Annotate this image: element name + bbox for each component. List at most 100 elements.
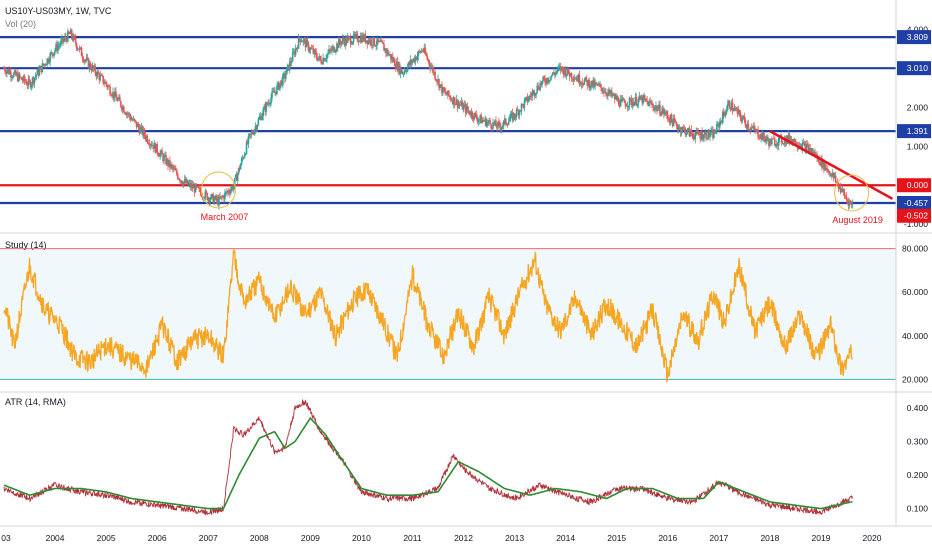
candle-body xyxy=(168,160,170,166)
study-tick-label: 60.000 xyxy=(902,287,928,297)
study-pane[interactable]: Study (14) 80.000 60.000 40.000 20.000 xyxy=(0,240,928,384)
candle-body xyxy=(624,102,627,107)
price-pane[interactable]: US10Y-US03MY, 1W, TVC Vol (20) March 200… xyxy=(0,6,931,229)
atr-line[interactable] xyxy=(3,398,853,517)
candle-body xyxy=(274,91,276,93)
time-axis[interactable]: 03 2004 2005 2006 2007 2008 2009 2010 2011 2012 20… xyxy=(1,533,881,543)
candle-body xyxy=(48,61,50,63)
candle-body xyxy=(133,118,136,121)
candle-body xyxy=(440,84,442,86)
candle-body xyxy=(321,63,323,65)
candle-body xyxy=(518,110,521,116)
candle-body xyxy=(31,77,34,85)
candle-body xyxy=(183,179,186,182)
candle-body xyxy=(70,29,73,38)
study-line[interactable] xyxy=(3,249,854,383)
candle-body xyxy=(159,153,161,157)
candle-body xyxy=(67,31,69,42)
horizontal-levels xyxy=(0,35,896,205)
candle-body xyxy=(19,77,22,78)
candle-body xyxy=(619,99,622,107)
downward-trendline[interactable] xyxy=(769,130,894,200)
atr-pane[interactable]: ATR (14, RMA) 0.400 0.300 0.200 0.100 xyxy=(3,397,928,517)
candle-body xyxy=(579,83,582,85)
atr-average-line[interactable] xyxy=(3,416,853,510)
candle-body xyxy=(652,104,654,108)
price-level-badge xyxy=(897,195,931,210)
candle-body xyxy=(768,140,770,147)
candle-body xyxy=(210,194,212,200)
time-tick-label: 2016 xyxy=(658,533,677,543)
candle-body xyxy=(249,133,252,135)
candle-body xyxy=(473,112,476,120)
highlight-circle[interactable] xyxy=(834,174,870,212)
candle-body xyxy=(472,117,475,120)
candle-body xyxy=(805,144,808,152)
candle-body xyxy=(217,198,219,206)
candle-body xyxy=(303,39,306,41)
candle-body xyxy=(34,76,37,78)
candle-body xyxy=(516,109,519,111)
candle-body xyxy=(739,112,742,118)
candle-body xyxy=(799,146,802,147)
candle-body xyxy=(745,124,748,128)
candle-body xyxy=(85,57,88,61)
candle-body xyxy=(742,116,745,119)
candle-body xyxy=(364,34,367,43)
candle-body xyxy=(658,104,660,109)
candle-body xyxy=(307,42,310,51)
candle-body xyxy=(246,141,249,144)
candle-body xyxy=(592,80,594,87)
candle-body xyxy=(725,109,728,113)
price-level-badge xyxy=(897,178,931,193)
candle-body xyxy=(180,180,183,184)
candle-body xyxy=(729,107,732,111)
candle-body xyxy=(484,118,486,122)
candle-body xyxy=(573,78,576,81)
candle-body xyxy=(481,120,483,124)
time-tick-label: 2008 xyxy=(250,533,269,543)
candle-body xyxy=(728,100,731,108)
candle-body xyxy=(273,91,275,93)
candle-body xyxy=(483,120,485,122)
candle-body xyxy=(163,156,165,161)
candle-body xyxy=(345,37,348,43)
candle-body xyxy=(191,184,194,189)
candle-body xyxy=(760,133,762,139)
candle-body xyxy=(132,118,135,121)
candle-body xyxy=(153,143,156,149)
candle-body xyxy=(404,70,407,72)
atr-pane-title: ATR (14, RMA) xyxy=(5,397,66,407)
candle-body xyxy=(323,58,325,62)
price-axis: 4.0003.0002.0001.000-1.0003.8093.0101.39… xyxy=(897,25,931,229)
candle-body xyxy=(430,67,432,69)
candle-body xyxy=(118,97,120,99)
candle-body xyxy=(689,129,692,137)
candle-body xyxy=(500,126,502,130)
candle-body xyxy=(56,44,58,51)
candle-body xyxy=(431,66,433,68)
candle-body xyxy=(436,80,438,82)
candle-body xyxy=(334,51,336,53)
candle-body xyxy=(277,82,279,86)
candle-body xyxy=(738,109,741,113)
candle-body xyxy=(418,51,421,53)
candle-body xyxy=(757,129,759,138)
candle-body xyxy=(370,39,373,45)
highlight-circle[interactable] xyxy=(200,171,237,209)
candle-body xyxy=(476,118,479,122)
candle-body xyxy=(285,74,287,79)
candle-body xyxy=(237,167,240,174)
candle-body xyxy=(425,53,428,56)
candle-body xyxy=(300,41,303,43)
candle-body xyxy=(310,47,313,49)
candle-body xyxy=(536,85,538,93)
candle-body xyxy=(762,132,764,140)
candle-body xyxy=(744,119,747,125)
candle-body xyxy=(428,60,430,65)
candle-body xyxy=(531,92,534,97)
candle-body xyxy=(229,192,231,194)
candle-body xyxy=(695,130,698,135)
candle-body xyxy=(114,91,116,99)
